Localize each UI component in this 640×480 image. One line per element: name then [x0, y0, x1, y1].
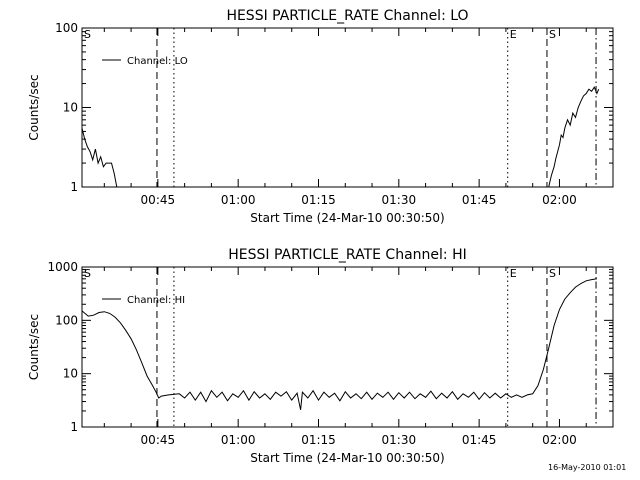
event-marker-label: S — [84, 267, 91, 280]
legend-label: Channel: HI — [127, 295, 185, 306]
y-tick-label: 10 — [63, 367, 78, 381]
x-tick-label: 01:30 — [382, 433, 417, 447]
x-tick-label: 02:00 — [542, 193, 577, 207]
x-axis-label: Start Time (24-Mar-10 00:30:50) — [250, 451, 444, 465]
series-line — [82, 86, 600, 187]
series-line — [82, 278, 597, 410]
x-tick-label: 00:45 — [141, 193, 176, 207]
x-tick-label: 01:00 — [221, 193, 256, 207]
event-marker-label: S — [549, 267, 556, 280]
event-marker-label: E — [510, 28, 517, 41]
x-tick-label: 01:30 — [382, 193, 417, 207]
x-tick-label: 02:00 — [542, 433, 577, 447]
y-tick-label: 100 — [55, 21, 78, 35]
x-tick-label: 01:00 — [221, 433, 256, 447]
event-marker-label: E — [510, 267, 517, 280]
plot-frame — [81, 266, 614, 428]
y-axis-label: Counts/sec — [27, 314, 41, 380]
y-tick-label: 1000 — [47, 260, 78, 274]
x-axis-label: Start Time (24-Mar-10 00:30:50) — [250, 211, 444, 225]
y-tick-label: 1 — [70, 420, 78, 434]
y-tick-label: 1 — [70, 180, 78, 194]
x-tick-label: 01:45 — [462, 193, 497, 207]
legend-label: Channel: LO — [127, 56, 188, 67]
event-marker-label: S — [549, 28, 556, 41]
x-tick-label: 01:15 — [301, 433, 336, 447]
x-tick-label: 01:15 — [301, 193, 336, 207]
chart-title: HESSI PARTICLE_RATE Channel: LO — [226, 8, 468, 24]
chart-title: HESSI PARTICLE_RATE Channel: HI — [228, 247, 466, 263]
y-tick-label: 10 — [63, 101, 78, 115]
x-tick-label: 00:45 — [141, 433, 176, 447]
x-tick-label: 01:45 — [462, 433, 497, 447]
event-marker-label: S — [84, 28, 91, 41]
y-tick-label: 100 — [55, 313, 78, 327]
plot-frame — [81, 27, 614, 188]
footer-timestamp: 16-May-2010 01:01 — [548, 463, 627, 472]
y-axis-label: Counts/sec — [27, 74, 41, 140]
